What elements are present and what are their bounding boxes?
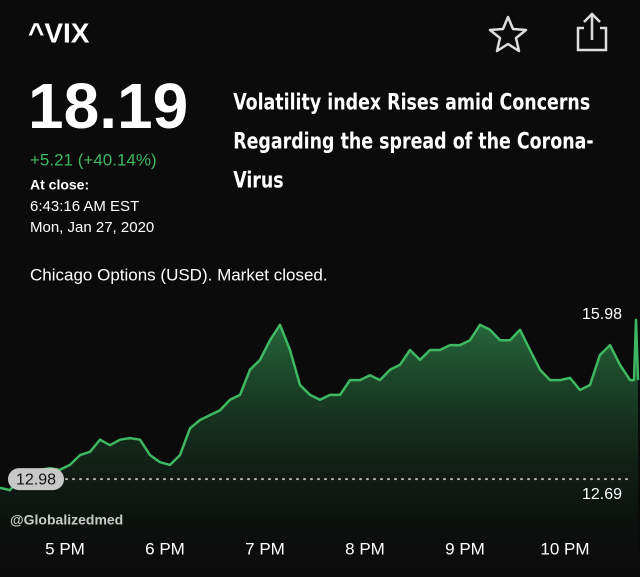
x-tick-label: 5 PM bbox=[45, 539, 85, 558]
price: 18.19 bbox=[28, 70, 188, 142]
x-tick-label: 8 PM bbox=[345, 539, 385, 558]
change: +5.21 (+40.14%) bbox=[30, 150, 157, 169]
price-line bbox=[0, 318, 640, 492]
close-label: At close: bbox=[30, 177, 89, 193]
previous-close-pill bbox=[8, 468, 64, 491]
x-tick-label: 9 PM bbox=[445, 539, 485, 558]
headline-line: Virus bbox=[233, 167, 283, 192]
y-tick-label: 12.69 bbox=[582, 486, 622, 503]
star-button[interactable] bbox=[488, 15, 528, 53]
x-tick-label: 10 PM bbox=[540, 539, 589, 558]
market-status: Chicago Options (USD). Market closed. bbox=[30, 265, 328, 284]
symbol: ^VIX bbox=[28, 17, 90, 48]
previous-close-label: 12.98 bbox=[16, 471, 56, 488]
area bbox=[0, 319, 638, 577]
headline-line: Volatility index Rises amid Concerns bbox=[233, 89, 590, 114]
headline-line: Regarding the spread of the Corona- bbox=[233, 128, 593, 153]
x-tick-label: 7 PM bbox=[245, 539, 285, 558]
x-tick-label: 6 PM bbox=[145, 539, 185, 558]
close-date: Mon, Jan 27, 2020 bbox=[30, 219, 154, 236]
y-tick-label: 15.98 bbox=[582, 306, 622, 323]
close-time: 6:43:16 AM EST bbox=[30, 198, 139, 215]
share-button[interactable] bbox=[576, 12, 608, 52]
